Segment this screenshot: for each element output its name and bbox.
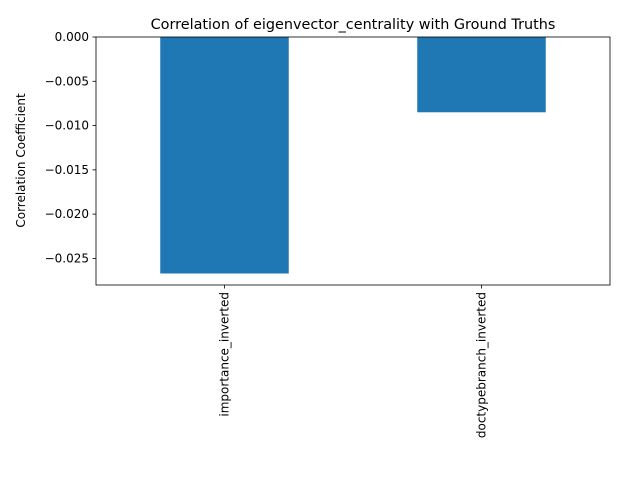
bars-group xyxy=(160,37,546,274)
y-tick-label: −0.015 xyxy=(45,163,89,177)
y-tick-label: −0.025 xyxy=(45,251,89,265)
chart-title: Correlation of eigenvector_centrality wi… xyxy=(151,17,556,33)
y-tick-label: −0.005 xyxy=(45,74,89,88)
x-tick-label: doctypebranch_inverted xyxy=(475,292,489,438)
plot-frame xyxy=(95,36,611,286)
y-tick-label: −0.010 xyxy=(45,119,89,133)
x-tick-label: importance_inverted xyxy=(218,292,232,417)
y-axis-label: Correlation Coefficient xyxy=(14,93,28,228)
y-tick-label: 0.000 xyxy=(55,30,89,44)
x-axis-ticks: importance_inverted doctypebranch_inverte… xyxy=(218,285,489,438)
bar-doctypebranch_inverted xyxy=(417,37,546,113)
y-tick-label: −0.020 xyxy=(45,207,89,221)
bar-importance_inverted xyxy=(160,37,289,274)
y-axis-ticks: 0.000 −0.005 −0.010 −0.015 −0.020 −0.025 xyxy=(45,30,96,265)
